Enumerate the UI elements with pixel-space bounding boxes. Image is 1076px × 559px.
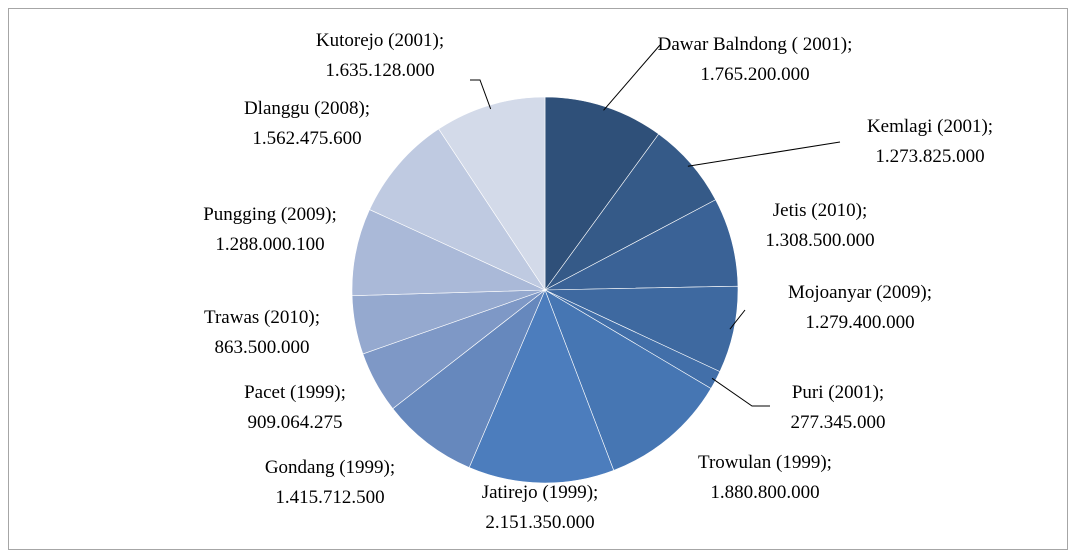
category-label: Gondang (1999) xyxy=(265,457,390,478)
label-separator: ; xyxy=(390,457,395,478)
label-separator: ; xyxy=(862,200,867,221)
label-separator: ; xyxy=(365,98,370,119)
label-separator: ; xyxy=(827,452,832,473)
value-label: 1.279.400.000 xyxy=(805,312,914,333)
category-label: Mojoanyar (2009) xyxy=(788,282,927,303)
slice-label: Mojoanyar (2009); xyxy=(788,282,932,303)
slice-label: Puri (2001); xyxy=(792,382,884,403)
slice-label: Pungging (2009); xyxy=(203,204,337,225)
slice-label: Trowulan (1999); xyxy=(698,452,832,473)
label-separator: ; xyxy=(927,282,932,303)
pie-slice xyxy=(468,289,615,484)
pie-slice xyxy=(544,96,660,291)
label-separator: ; xyxy=(315,307,320,328)
slice-label: Dawar Balndong ( 2001); xyxy=(658,34,853,55)
slice-label: Trawas (2010); xyxy=(204,307,320,328)
slice-label: Dlanggu (2008); xyxy=(244,98,370,119)
value-label: 1.415.712.500 xyxy=(275,487,384,508)
slice-label: Jetis (2010); xyxy=(773,200,867,221)
pie-slice xyxy=(392,289,546,468)
slice-label: Pacet (1999); xyxy=(244,382,346,403)
leader-line xyxy=(470,79,492,110)
value-label: 1.765.200.000 xyxy=(700,64,809,85)
category-label: Trawas (2010) xyxy=(204,307,315,328)
category-label: Pacet (1999) xyxy=(244,382,341,403)
value-label: 277.345.000 xyxy=(791,412,886,433)
category-label: Dawar Balndong ( 2001) xyxy=(658,34,847,55)
value-label: 1.562.475.600 xyxy=(252,128,361,149)
slice-label: Jatirejo (1999); xyxy=(482,482,599,503)
label-separator: ; xyxy=(341,382,346,403)
leader-line xyxy=(711,377,770,407)
slice-label: Gondang (1999); xyxy=(265,457,395,478)
value-label: 2.151.350.000 xyxy=(485,512,594,533)
category-label: Jetis (2010) xyxy=(773,200,862,221)
value-label: 1.273.825.000 xyxy=(875,146,984,167)
slice-label: Kemlagi (2001); xyxy=(867,116,993,137)
pie-slice xyxy=(369,128,546,291)
label-separator: ; xyxy=(593,482,598,503)
value-label: 863.500.000 xyxy=(215,337,310,358)
value-label: 909.064.275 xyxy=(248,412,343,433)
category-label: Jatirejo (1999) xyxy=(482,482,593,503)
leader-line xyxy=(729,309,746,330)
category-label: Pungging (2009) xyxy=(203,204,331,225)
leader-line xyxy=(603,44,661,111)
label-separator: ; xyxy=(439,30,444,51)
label-separator: ; xyxy=(331,204,336,225)
pie-slice xyxy=(544,289,712,471)
value-label: 1.635.128.000 xyxy=(325,60,434,81)
category-label: Puri (2001) xyxy=(792,382,879,403)
value-label: 1.288.000.100 xyxy=(215,234,324,255)
value-label: 1.880.800.000 xyxy=(710,482,819,503)
leader-line xyxy=(687,141,841,167)
label-separator: ; xyxy=(847,34,852,55)
label-separator: ; xyxy=(879,382,884,403)
value-label: 1.308.500.000 xyxy=(765,230,874,251)
category-label: Trowulan (1999) xyxy=(698,452,827,473)
category-label: Dlanggu (2008) xyxy=(244,98,365,119)
label-separator: ; xyxy=(988,116,993,137)
category-label: Kutorejo (2001) xyxy=(316,30,439,51)
category-label: Kemlagi (2001) xyxy=(867,116,988,137)
slice-label: Kutorejo (2001); xyxy=(316,30,444,51)
